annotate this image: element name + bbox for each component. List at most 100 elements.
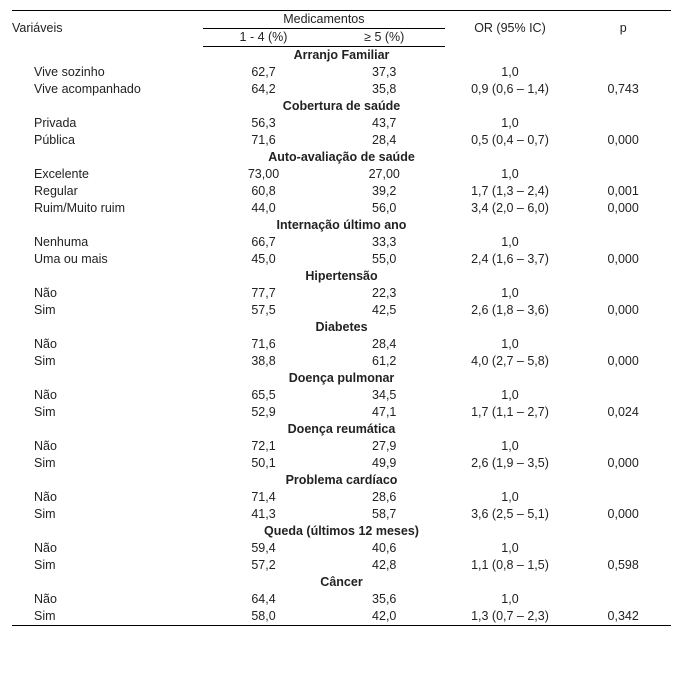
section-title: Câncer — [12, 574, 671, 591]
table-row: Não71,628,41,0 — [12, 336, 671, 353]
table-row: Sim57,542,52,6 (1,8 – 3,6)0,000 — [12, 302, 671, 319]
row-m2: 61,2 — [324, 353, 445, 370]
row-m1: 57,5 — [203, 302, 324, 319]
row-label: Vive acompanhado — [12, 81, 203, 98]
table-row: Não64,435,61,0 — [12, 591, 671, 608]
table-row: Não72,127,91,0 — [12, 438, 671, 455]
row-label: Não — [12, 387, 203, 404]
row-m2: 28,6 — [324, 489, 445, 506]
row-p: 0,000 — [575, 132, 671, 149]
row-p: 0,000 — [575, 455, 671, 472]
row-m2: 33,3 — [324, 234, 445, 251]
table-row: Sim41,358,73,6 (2,5 – 5,1)0,000 — [12, 506, 671, 523]
table-row: Nenhuma66,733,31,0 — [12, 234, 671, 251]
section-title: Arranjo Familiar — [12, 47, 671, 65]
table-header: Variáveis Medicamentos OR (95% IC) p 1 -… — [12, 11, 671, 47]
row-m1: 66,7 — [203, 234, 324, 251]
row-or: 1,0 — [445, 489, 576, 506]
row-m1: 52,9 — [203, 404, 324, 421]
table-row: Ruim/Muito ruim44,056,03,4 (2,0 – 6,0)0,… — [12, 200, 671, 217]
header-or: OR (95% IC) — [445, 11, 576, 47]
row-p: 0,598 — [575, 557, 671, 574]
table-row: Sim58,042,01,3 (0,7 – 2,3)0,342 — [12, 608, 671, 626]
row-p: 0,743 — [575, 81, 671, 98]
section-title: Cobertura de saúde — [12, 98, 671, 115]
header-meds-group: Medicamentos — [203, 11, 444, 29]
section-header: Doença reumática — [12, 421, 671, 438]
row-m1: 45,0 — [203, 251, 324, 268]
row-m1: 56,3 — [203, 115, 324, 132]
row-label: Não — [12, 591, 203, 608]
row-or: 2,6 (1,8 – 3,6) — [445, 302, 576, 319]
row-or: 1,0 — [445, 438, 576, 455]
row-m2: 28,4 — [324, 132, 445, 149]
row-m2: 47,1 — [324, 404, 445, 421]
row-or: 1,0 — [445, 285, 576, 302]
row-p — [575, 285, 671, 302]
section-header: Internação último ano — [12, 217, 671, 234]
row-m1: 72,1 — [203, 438, 324, 455]
row-p — [575, 234, 671, 251]
row-p — [575, 166, 671, 183]
row-m2: 40,6 — [324, 540, 445, 557]
row-label: Excelente — [12, 166, 203, 183]
row-p — [575, 591, 671, 608]
section-title: Doença pulmonar — [12, 370, 671, 387]
row-m1: 60,8 — [203, 183, 324, 200]
row-m1: 57,2 — [203, 557, 324, 574]
row-or: 3,4 (2,0 – 6,0) — [445, 200, 576, 217]
row-or: 1,7 (1,3 – 2,4) — [445, 183, 576, 200]
row-m1: 65,5 — [203, 387, 324, 404]
row-m1: 71,6 — [203, 132, 324, 149]
row-or: 1,7 (1,1 – 2,7) — [445, 404, 576, 421]
data-table: Variáveis Medicamentos OR (95% IC) p 1 -… — [12, 10, 671, 626]
row-label: Sim — [12, 302, 203, 319]
row-p — [575, 438, 671, 455]
table-row: Sim38,861,24,0 (2,7 – 5,8)0,000 — [12, 353, 671, 370]
row-m1: 38,8 — [203, 353, 324, 370]
row-p: 0,000 — [575, 506, 671, 523]
row-p: 0,342 — [575, 608, 671, 626]
row-m1: 71,6 — [203, 336, 324, 353]
row-m2: 42,0 — [324, 608, 445, 626]
row-p — [575, 540, 671, 557]
row-or: 1,0 — [445, 166, 576, 183]
section-title: Diabetes — [12, 319, 671, 336]
row-m2: 39,2 — [324, 183, 445, 200]
row-or: 1,0 — [445, 234, 576, 251]
row-p: 0,000 — [575, 302, 671, 319]
row-or: 1,3 (0,7 – 2,3) — [445, 608, 576, 626]
table-row: Vive sozinho62,737,31,0 — [12, 64, 671, 81]
table-row: Vive acompanhado64,235,80,9 (0,6 – 1,4)0… — [12, 81, 671, 98]
row-m2: 43,7 — [324, 115, 445, 132]
header-meds-1-4: 1 - 4 (%) — [203, 29, 324, 47]
row-label: Ruim/Muito ruim — [12, 200, 203, 217]
section-title: Doença reumática — [12, 421, 671, 438]
row-label: Não — [12, 336, 203, 353]
row-m2: 35,6 — [324, 591, 445, 608]
table-row: Privada56,343,71,0 — [12, 115, 671, 132]
row-m1: 62,7 — [203, 64, 324, 81]
row-m2: 58,7 — [324, 506, 445, 523]
header-p: p — [575, 11, 671, 47]
row-m2: 35,8 — [324, 81, 445, 98]
row-or: 0,5 (0,4 – 0,7) — [445, 132, 576, 149]
table-row: Não59,440,61,0 — [12, 540, 671, 557]
row-m2: 34,5 — [324, 387, 445, 404]
row-label: Sim — [12, 353, 203, 370]
table-row: Não65,534,51,0 — [12, 387, 671, 404]
row-or: 1,0 — [445, 64, 576, 81]
section-header: Hipertensão — [12, 268, 671, 285]
table-row: Sim50,149,92,6 (1,9 – 3,5)0,000 — [12, 455, 671, 472]
row-label: Sim — [12, 455, 203, 472]
header-variables: Variáveis — [12, 11, 203, 47]
section-header: Cobertura de saúde — [12, 98, 671, 115]
row-label: Privada — [12, 115, 203, 132]
row-p: 0,000 — [575, 200, 671, 217]
row-or: 1,0 — [445, 540, 576, 557]
row-or: 1,0 — [445, 336, 576, 353]
row-p — [575, 336, 671, 353]
row-m1: 64,2 — [203, 81, 324, 98]
row-m1: 44,0 — [203, 200, 324, 217]
table-row: Excelente73,0027,001,0 — [12, 166, 671, 183]
